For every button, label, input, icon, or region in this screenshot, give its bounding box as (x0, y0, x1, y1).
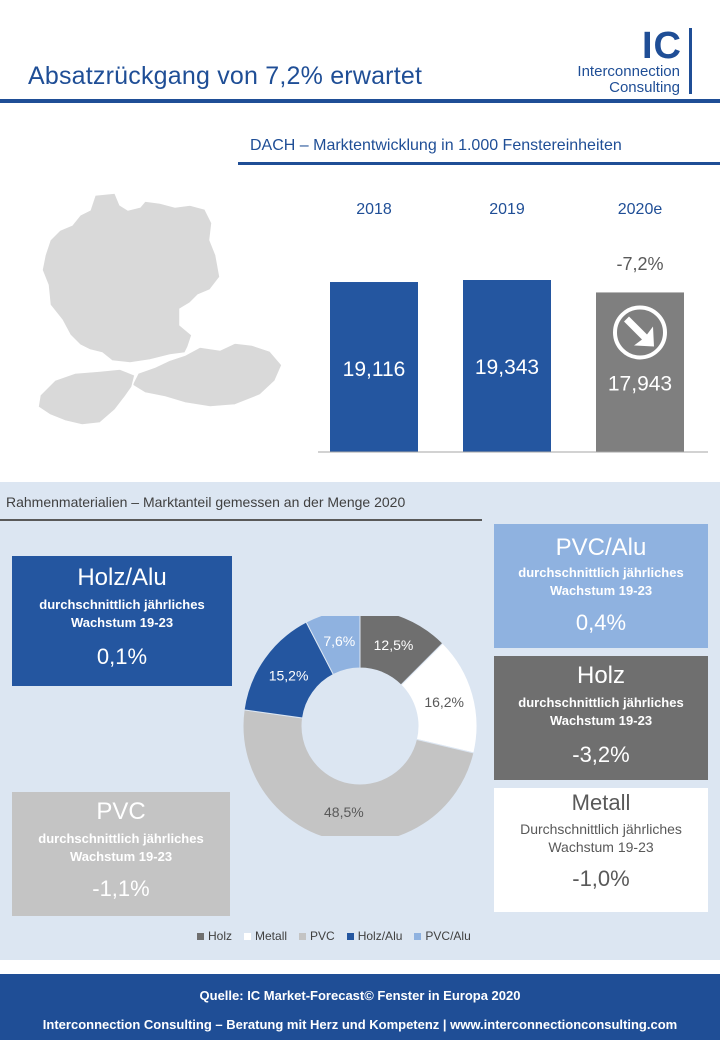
metall-desc-2: Wachstum 19-23 (548, 839, 654, 855)
donut-value-label: 16,2% (424, 694, 464, 710)
footer: Quelle: IC Market-Forecast© Fenster in E… (0, 974, 720, 1040)
metall-value: -1,0% (572, 866, 630, 891)
metall-desc-1: Durchschnittlich jährliches (520, 821, 682, 837)
legend-label: Holz/Alu (357, 929, 403, 943)
pvc-alu-name: PVC/Alu (555, 534, 647, 561)
holz-alu-desc-1: durchschnittlich jährliches (39, 597, 205, 612)
donut-value-label: 7,6% (323, 633, 355, 649)
pvc-alu-card: PVC/Alu durchschnittlich jährliches Wach… (494, 524, 708, 648)
logo-letters: IC (642, 25, 682, 67)
dach-map (37, 192, 283, 426)
legend-label: PVC (310, 929, 335, 943)
category-label: 2018 (356, 201, 392, 218)
material-share-subtitle: Rahmenmaterialien – Marktanteil gemessen… (6, 494, 406, 510)
legend-label: Holz (208, 929, 233, 943)
material-share-subtitle-rule (0, 519, 482, 521)
category-label: 2020e (618, 201, 663, 218)
legend-swatch (197, 932, 204, 940)
pvc-alu-desc-2: Wachstum 19-23 (549, 583, 653, 598)
legend-swatch (346, 932, 354, 940)
legend-item: PVC/Alu (414, 929, 471, 943)
market-chart-subtitle-rule (238, 162, 720, 165)
bar-2019 (463, 280, 551, 452)
header-rule (0, 99, 720, 103)
legend-item: Holz (197, 929, 232, 943)
holz-name: Holz (576, 662, 625, 689)
pvc-name: PVC (96, 798, 146, 825)
footer-source: Quelle: IC Market-Forecast© Fenster in E… (199, 988, 521, 1003)
legend-item: Holz/Alu (346, 929, 403, 943)
holz-card: Holz durchschnittlich jährliches Wachstu… (494, 656, 708, 780)
legend-swatch (299, 932, 307, 940)
footer-tagline: Interconnection Consulting – Beratung mi… (42, 1017, 678, 1032)
map-switzerland (37, 368, 136, 426)
logo-line-2: Consulting (609, 79, 680, 96)
company-logo: IC Interconnection Consulting (556, 26, 706, 96)
page-title: Absatzrückgang von 7,2% erwartet (28, 62, 423, 90)
bar-value-label: 19,116 (343, 358, 406, 381)
legend-swatch (244, 932, 252, 940)
market-chart-subtitle: DACH – Marktentwicklung in 1.000 Fenster… (250, 137, 622, 154)
legend-item: Metall (244, 929, 287, 943)
logo-divider (689, 28, 692, 94)
change-annotation: -7,2% (616, 254, 663, 274)
logo-line-1: Interconnection (577, 63, 680, 80)
donut-value-label: 48,5% (324, 804, 364, 820)
holz-alu-card: Holz/Alu durchschnittlich jährliches Wac… (12, 556, 232, 686)
bar-2018 (330, 282, 418, 452)
pvc-desc-1: durchschnittlich jährliches (38, 831, 204, 846)
donut-slice-pvc (242, 709, 475, 836)
pvc-card: PVC durchschnittlich jährliches Wachstum… (12, 792, 230, 916)
pvc-value: -1,1% (92, 876, 150, 901)
holz-alu-desc-2: Wachstum 19-23 (70, 615, 174, 630)
donut-value-label: 12,5% (374, 637, 414, 653)
arrow-down-right-icon (613, 305, 667, 360)
bar-value-label: 17,943 (608, 372, 672, 395)
metall-name: Metall (571, 790, 631, 815)
holz-value: -3,2% (572, 742, 630, 767)
donut-legend: Holz Metall PVC Holz/Alu PVC/Alu (197, 926, 471, 946)
legend-item: PVC (299, 929, 335, 943)
legend-label: Metall (255, 929, 288, 943)
metall-card: Metall Durchschnittlich jährliches Wachs… (494, 788, 708, 912)
holz-alu-name: Holz/Alu (77, 564, 167, 591)
donut-slice-pvc-alu (305, 616, 361, 676)
holz-desc-1: durchschnittlich jährliches (518, 695, 684, 710)
pvc-desc-2: Wachstum 19-23 (69, 849, 173, 864)
legend-label: PVC/Alu (425, 929, 471, 943)
holz-alu-value: 0,1% (96, 644, 148, 669)
holz-desc-2: Wachstum 19-23 (549, 713, 653, 728)
map-germany (41, 192, 221, 364)
pvc-alu-value: 0,4% (575, 610, 627, 635)
bar-2020e (596, 292, 684, 452)
category-label: 2019 (489, 201, 525, 218)
market-bar-chart: 2018 19,116 2019 19,343 2020e 17,943 -7,2% (318, 201, 708, 453)
legend-swatch (414, 932, 422, 940)
donut-value-label: 15,2% (269, 667, 309, 683)
pvc-alu-desc-1: durchschnittlich jährliches (518, 565, 684, 580)
material-share-donut: 12,5% 16,2% 48,5% 15,2% 7,6% (242, 616, 478, 836)
bar-value-label: 19,343 (475, 356, 539, 379)
